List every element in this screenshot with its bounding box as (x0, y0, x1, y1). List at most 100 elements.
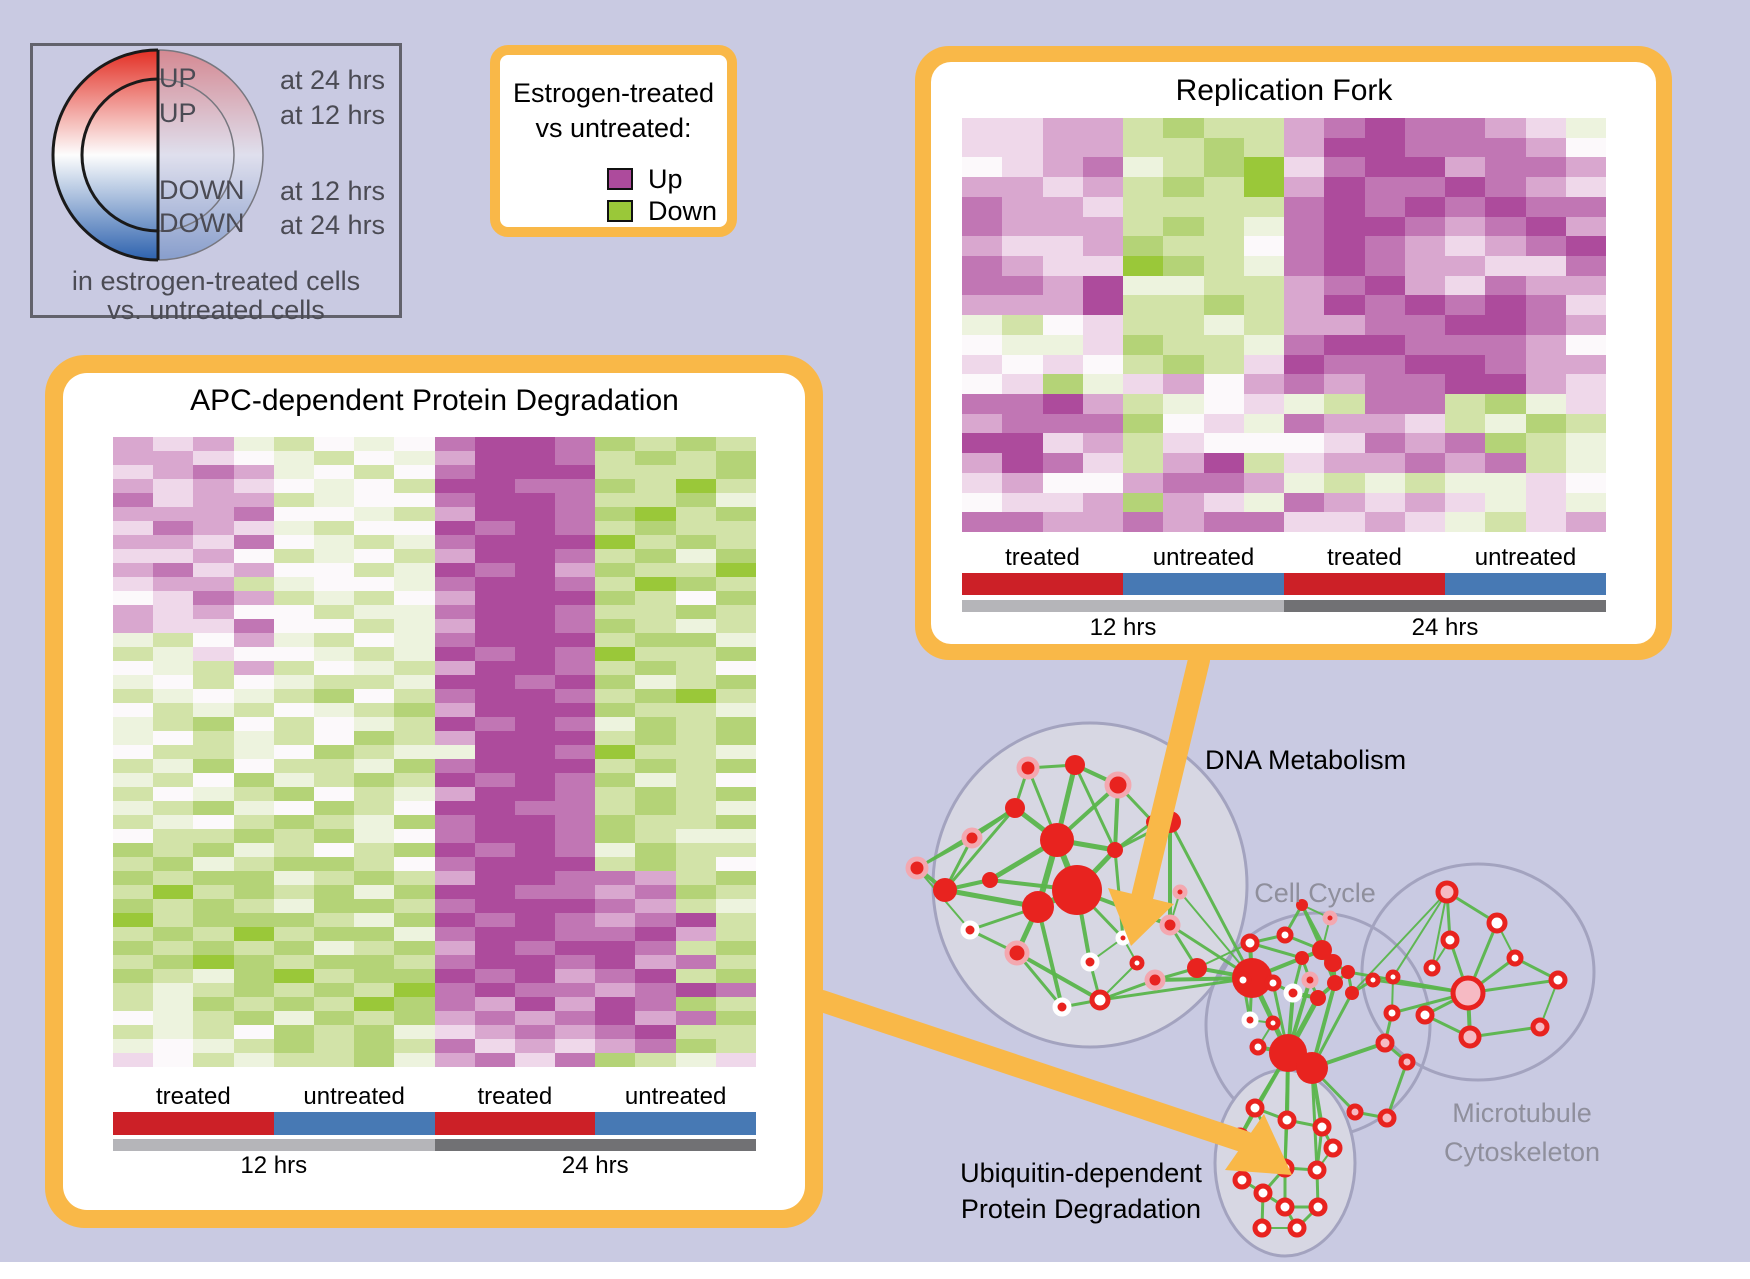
heatmap-cell (193, 871, 234, 885)
heatmap-cell (1203, 118, 1244, 138)
heatmap-cell (1123, 255, 1164, 276)
heatmap-cell (113, 717, 154, 731)
rf-time-12: 12 hrs (1089, 614, 1157, 641)
heatmap-cell (1082, 453, 1123, 473)
heatmap-cell (715, 787, 756, 801)
heatmap-cell (474, 955, 515, 969)
heatmap-cell (474, 927, 515, 941)
network-node (1548, 970, 1568, 990)
heatmap-cell (1284, 157, 1325, 178)
heatmap-cell (394, 577, 435, 591)
heatmap-cell (1082, 512, 1123, 532)
heatmap-cell (635, 871, 676, 885)
heatmap-cell (635, 1011, 676, 1025)
heatmap-cell (1565, 512, 1606, 532)
heatmap-cell (675, 899, 716, 913)
heatmap-cell (1203, 374, 1244, 394)
heatmap-cell (273, 745, 314, 759)
heatmap-cell (595, 563, 636, 577)
heatmap-cell (394, 549, 435, 563)
heatmap-cell (962, 393, 1003, 414)
heatmap-cell (514, 717, 556, 731)
microtubule-label-line1: Microtubule (1452, 1098, 1592, 1128)
heatmap-cell (394, 479, 435, 493)
heatmap-cell (1082, 196, 1123, 217)
heatmap-cell (394, 745, 435, 759)
heatmap-cell (434, 591, 475, 605)
heatmap-cell (153, 605, 194, 619)
heatmap-cell (675, 437, 716, 451)
heatmap-cell (434, 899, 475, 913)
heatmap-cell (635, 815, 676, 829)
heatmap-cell (635, 745, 676, 759)
heatmap-cell (555, 927, 596, 941)
heatmap-cell (1082, 157, 1123, 178)
heatmap-cell (354, 647, 395, 661)
heatmap-cell (1485, 137, 1526, 158)
heatmap-cell (595, 815, 636, 829)
heatmap-cell (715, 857, 756, 871)
heatmap-cell (354, 591, 395, 605)
heatmap-cell (555, 717, 596, 731)
heatmap-cell (113, 591, 154, 605)
bottom-margin-strip (0, 1262, 1750, 1279)
heatmap-cell (474, 703, 515, 717)
heatmap-cell (514, 535, 556, 549)
heatmap-cell (354, 969, 395, 983)
heatmap-cell (1445, 354, 1486, 375)
network-node (1323, 1138, 1343, 1158)
heatmap-cell (313, 1025, 355, 1039)
heatmap-cell (675, 507, 716, 521)
network-node (1307, 1160, 1327, 1180)
network-node (1435, 880, 1459, 904)
heatmap-cell (113, 787, 154, 801)
heatmap-cell (1284, 118, 1325, 138)
heatmap-cell (675, 941, 716, 955)
heatmap-cell (514, 815, 556, 829)
concentric-circles-key (51, 48, 265, 262)
heatmap-cell (675, 997, 716, 1011)
heatmap-cell (434, 465, 475, 479)
heatmap-cell (313, 1011, 355, 1025)
heatmap-cell (635, 479, 676, 493)
heatmap-cell (555, 675, 596, 689)
heatmap-cell (1284, 512, 1325, 532)
legend-title-line1: Estrogen-treated (512, 78, 715, 108)
heatmap-cell (313, 983, 355, 997)
heatmap-cell (313, 927, 355, 941)
heatmap-cell (113, 479, 154, 493)
heatmap-cell (555, 983, 596, 997)
heatmap-cell (153, 1025, 194, 1039)
heatmap-cell (474, 633, 515, 647)
heatmap-cell (113, 703, 154, 717)
heatmap-cell (595, 1039, 636, 1053)
heatmap-cell (595, 1053, 636, 1067)
heatmap-cell (273, 941, 314, 955)
heatmap-cell (1565, 118, 1606, 138)
heatmap-cell (675, 913, 716, 927)
heatmap-cell (1565, 374, 1606, 394)
heatmap-cell (514, 451, 556, 465)
heatmap-cell (1002, 255, 1043, 276)
heatmap-cell (715, 871, 756, 885)
network-node (1375, 1033, 1395, 1053)
heatmap-cell (1445, 236, 1486, 256)
heatmap-cell (153, 745, 194, 759)
heatmap-cell (474, 549, 515, 563)
heatmap-cell (514, 507, 556, 521)
heatmap-cell (434, 521, 475, 535)
heatmap-cell (153, 465, 194, 479)
heatmap-cell (555, 941, 596, 955)
heatmap-cell (434, 437, 475, 451)
heatmap-cell (233, 927, 274, 941)
heatmap-cell (1404, 216, 1445, 237)
heatmap-cell (354, 605, 395, 619)
heatmap-cell (1163, 216, 1204, 237)
heatmap-cell (595, 997, 636, 1011)
heatmap-cell (1082, 177, 1123, 197)
heatmap-cell (1163, 472, 1204, 493)
heatmap-cell (1203, 196, 1244, 217)
apc-time-12: 12 hrs (240, 1152, 308, 1179)
heatmap-cell (394, 787, 435, 801)
heatmap-cell (1002, 275, 1043, 296)
